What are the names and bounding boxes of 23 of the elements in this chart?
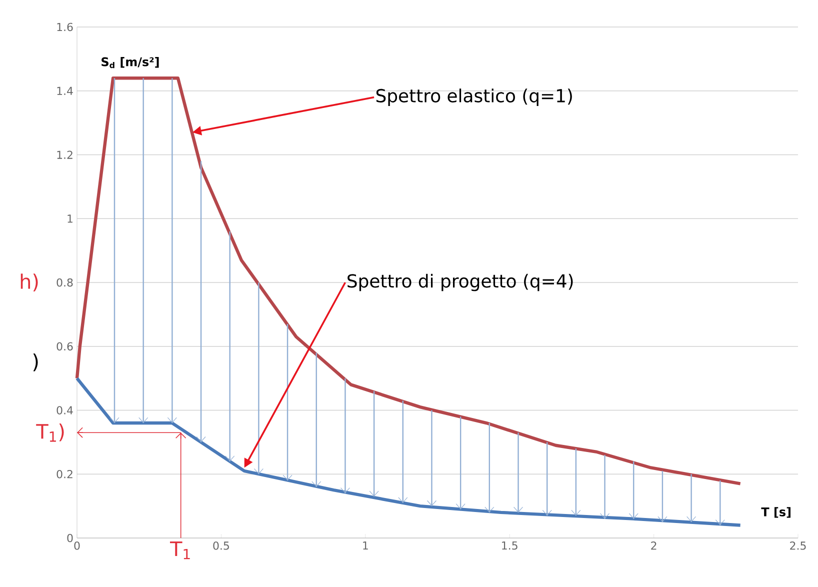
y-tick-label: 1.4 — [57, 86, 73, 95]
text: ) — [33, 353, 38, 372]
y-tick-label: 0 — [67, 534, 73, 542]
x-tick-label: 2 — [651, 542, 656, 550]
x-tick-label: 2.5 — [790, 542, 806, 550]
y-tick-label: 1 — [68, 214, 72, 223]
x-tick-label: 0.5 — [213, 542, 229, 550]
y-tick-label: 0.4 — [56, 406, 73, 414]
y-tick-label: 0.8 — [56, 278, 73, 287]
y-tick-label: 1.6 — [57, 22, 73, 32]
x-tick-label: 1 — [363, 542, 368, 550]
y-tick-label: 0.6 — [56, 342, 73, 351]
annotation: Spettro elastico (q=1) — [376, 88, 572, 106]
x-axis-title: T [s] — [761, 507, 790, 518]
annotation: Spettro di progetto (q=4) — [348, 274, 573, 292]
text: h) — [20, 274, 38, 292]
x-tick-label: 0 — [74, 542, 80, 550]
x-tick-label: 1.5 — [502, 542, 518, 550]
ref-line-label: T$_{1}$) — [36, 424, 64, 442]
y-tick-label: 0.2 — [56, 470, 72, 478]
y-tick-label: 1.2 — [57, 150, 72, 159]
ref-line-label: T$_{1}$ — [170, 542, 190, 560]
y-axis-title: S$_{d}$ [m/s²] — [102, 57, 159, 68]
